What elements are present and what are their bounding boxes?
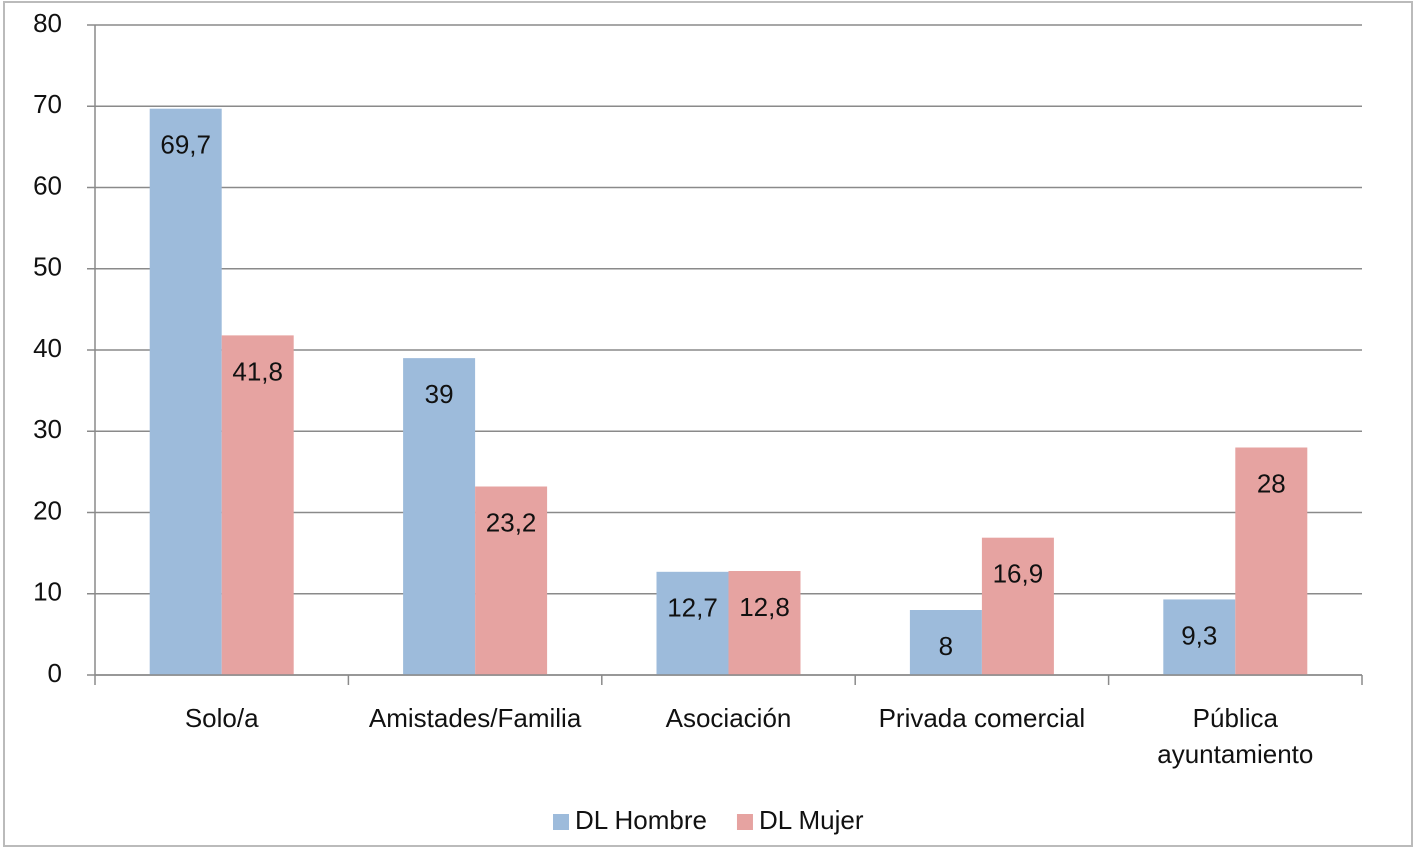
data-label: 16,9	[993, 559, 1044, 589]
chart-frame	[3, 1, 1413, 847]
bar	[656, 571, 729, 675]
bar	[728, 571, 801, 675]
data-label: 23,2	[486, 507, 537, 537]
bar	[403, 358, 476, 675]
y-tick-label: 40	[33, 333, 62, 363]
legend-label: DL Hombre	[575, 805, 707, 835]
bar	[221, 335, 294, 675]
data-label: 9,3	[1181, 620, 1217, 650]
y-tick-label: 10	[33, 577, 62, 607]
data-label: 12,8	[739, 592, 790, 622]
x-tick-label: Asociación	[665, 703, 792, 733]
legend-swatch	[553, 814, 569, 830]
data-label: 28	[1257, 468, 1286, 498]
y-tick-label: 60	[33, 170, 62, 200]
y-tick-label: 0	[48, 658, 62, 688]
x-tick-label: Amistades/Familia	[368, 703, 582, 733]
bar	[1163, 599, 1236, 675]
legend-label: DL Mujer	[759, 805, 864, 835]
y-tick-label: 80	[33, 8, 62, 38]
data-label: 8	[939, 631, 953, 661]
bar	[981, 537, 1054, 675]
y-tick-label: 70	[33, 89, 62, 119]
y-tick-label: 30	[33, 414, 62, 444]
bar	[149, 108, 222, 675]
data-label: 39	[425, 379, 454, 409]
data-label: 41,8	[232, 356, 283, 386]
y-tick-label: 20	[33, 495, 62, 525]
data-label: 69,7	[160, 130, 211, 160]
data-label: 12,7	[667, 593, 718, 623]
y-tick-label: 50	[33, 252, 62, 282]
x-tick-label: Solo/a	[184, 703, 259, 733]
bar	[909, 610, 982, 675]
bar	[475, 486, 548, 675]
x-tick-label: Pública ayuntamiento	[1157, 703, 1314, 769]
bar	[1235, 447, 1308, 675]
x-tick-label: Privada comercial	[878, 703, 1086, 733]
legend-swatch	[736, 814, 753, 830]
